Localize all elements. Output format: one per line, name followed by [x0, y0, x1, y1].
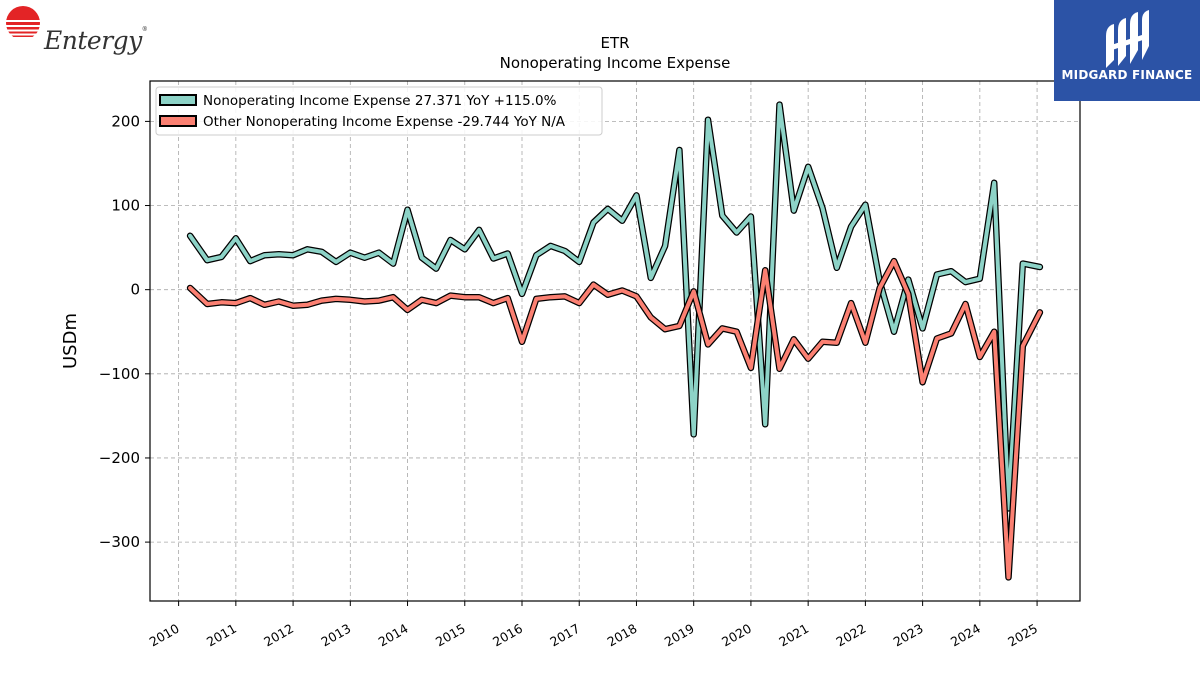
x-tick-label: 2014	[376, 621, 411, 650]
legend-swatch	[159, 94, 197, 106]
legend: Nonoperating Income Expense 27.371 YoY +…	[155, 86, 603, 136]
x-tick-label: 2022	[833, 621, 868, 650]
x-tick-label: 2021	[776, 621, 811, 650]
midgard-m-icon	[1106, 10, 1149, 68]
x-tick-label: 2020	[719, 621, 754, 650]
y-axis-label: USDm	[60, 313, 81, 369]
x-tick-label: 2016	[490, 621, 525, 650]
x-tick-label: 2019	[662, 621, 697, 650]
series-line-1	[188, 259, 1042, 580]
midgard-finance-logo: MIDGARD FINANCE	[1054, 0, 1200, 101]
entergy-wordmark: Entergy®	[44, 26, 148, 55]
chart-title: ETR	[600, 34, 629, 52]
x-tick-label: 2017	[547, 621, 582, 650]
y-tick-label: −100	[99, 365, 140, 383]
x-tick-label: 2023	[891, 621, 926, 650]
legend-label: Nonoperating Income Expense 27.371 YoY +…	[203, 93, 557, 109]
chart-subtitle: Nonoperating Income Expense	[500, 54, 731, 72]
legend-label: Other Nonoperating Income Expense -29.74…	[203, 114, 566, 130]
x-tick-label: 2018	[605, 621, 640, 650]
y-tick-label: 200	[111, 112, 140, 130]
x-tick-label: 2015	[433, 621, 468, 650]
x-tick-label: 2010	[147, 621, 182, 650]
entergy-logo: Entergy®	[4, 4, 148, 56]
plot-frame	[149, 80, 1081, 602]
series-line-0	[188, 102, 1042, 511]
grid	[150, 81, 1080, 601]
x-tick-label: 2011	[204, 621, 239, 650]
x-tick-label: 2025	[1005, 621, 1040, 650]
y-axis: 200 100 0 −100 −200 −300	[99, 112, 150, 551]
y-tick-label: 100	[111, 197, 140, 215]
x-axis: 2010 2011 2012 2013 2014 2015 2016 2017 2018 2019…	[147, 601, 1040, 650]
y-tick-label: −200	[99, 449, 140, 467]
y-tick-label: 0	[130, 281, 140, 299]
x-tick-label: 2012	[261, 621, 296, 650]
x-tick-label: 2013	[318, 621, 353, 650]
y-tick-label: −300	[99, 533, 140, 551]
legend-box	[155, 86, 603, 136]
midgard-wordmark: MIDGARD FINANCE	[1061, 68, 1193, 82]
legend-swatch	[159, 115, 197, 127]
data-lines	[186, 101, 1044, 581]
entergy-sun-icon	[6, 6, 40, 37]
x-tick-label: 2024	[948, 621, 983, 650]
